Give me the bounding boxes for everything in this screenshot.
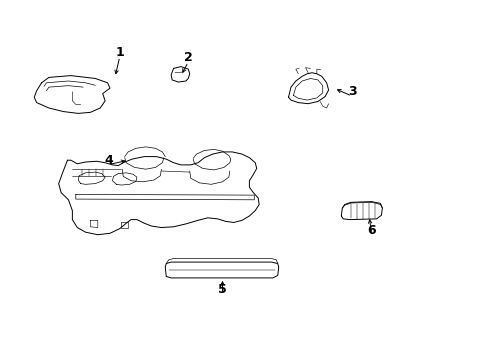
Text: 1: 1 <box>115 46 124 59</box>
Text: 6: 6 <box>366 224 375 237</box>
Text: 2: 2 <box>183 51 192 64</box>
Text: 4: 4 <box>104 154 113 167</box>
Text: 3: 3 <box>347 85 356 98</box>
Text: 5: 5 <box>218 283 226 296</box>
